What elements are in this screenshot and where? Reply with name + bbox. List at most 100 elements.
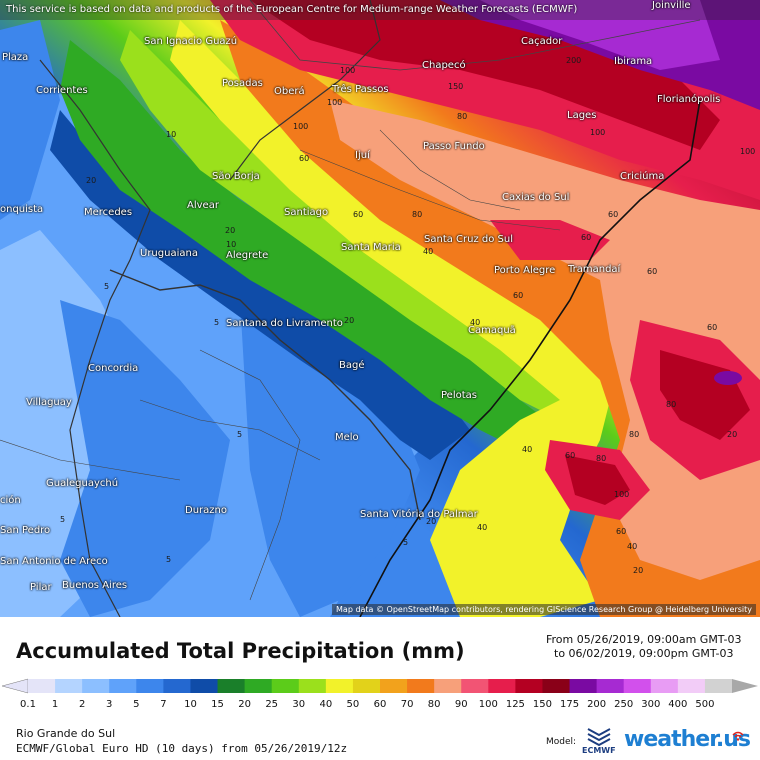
legend-tick-label: 400 <box>668 699 687 710</box>
city-label: Santa Cruz do Sul <box>424 234 514 245</box>
contour-label: 60 <box>513 291 524 300</box>
legend-tick-label: 125 <box>506 699 525 710</box>
legend-swatch <box>407 679 435 693</box>
legend-tick-label: 20 <box>238 699 251 710</box>
legend-swatch <box>352 679 381 693</box>
contour-label: 80 <box>666 400 677 409</box>
model-label: Model: <box>546 737 577 747</box>
city-label: São Borja <box>212 171 260 182</box>
contour-label: 10 <box>166 130 177 139</box>
contour-label: 60 <box>565 451 576 460</box>
contour-label: 80 <box>596 454 607 463</box>
legend-footer: Accumulated Total Precipitation (mm) Fro… <box>0 617 760 760</box>
city-label: Passo Fundo <box>423 141 485 152</box>
contour-label: 60 <box>581 233 592 242</box>
city-label: Plaza <box>2 52 29 63</box>
city-label: Tramandaí <box>568 264 621 275</box>
legend-tick-label: 80 <box>428 699 441 710</box>
legend-tick-label: 25 <box>265 699 278 710</box>
contour-label: 20 <box>727 430 738 439</box>
contour-label: 10 <box>226 240 237 249</box>
city-label: Pelotas <box>441 390 477 401</box>
city-label: Santana do Livramento <box>226 318 343 329</box>
legend-swatch <box>217 679 246 693</box>
precipitation-field <box>0 0 760 617</box>
city-label: Lages <box>567 110 597 121</box>
legend-tick-label: 200 <box>587 699 606 710</box>
city-label: Porto Alegre <box>494 265 556 276</box>
forecast-period: From 05/26/2019, 09:00am GMT-03 to 06/02… <box>546 633 756 661</box>
contour-label: 5 <box>166 555 172 564</box>
legend-swatch <box>704 679 733 693</box>
contour-label: 80 <box>629 430 640 439</box>
city-label: Santa Vitória do Palmar <box>360 509 478 520</box>
weather-us-logo[interactable]: weather.us <box>624 727 751 752</box>
city-label: Bagé <box>339 360 365 371</box>
city-label: San Ignacio Guazú <box>144 36 238 47</box>
legend-tick-label: 30 <box>292 699 305 710</box>
city-label: Três Passos <box>332 84 389 95</box>
color-scale-legend: 0.1 1 2 3 5 7 10 15 20 25 30 40 50 60 70 80 90 100 125 150 1… <box>1 678 758 710</box>
legend-swatch <box>271 679 300 693</box>
contour-label: 20 <box>225 226 236 235</box>
city-label: Durazno <box>185 505 227 516</box>
ecmwf-brand: ECMWF <box>582 746 616 755</box>
city-label: San Pedro <box>0 525 51 536</box>
city-label: Uruguaiana <box>140 248 198 259</box>
legend-swatch <box>488 679 516 693</box>
city-label: Oberá <box>274 86 305 97</box>
legend-swatch <box>677 679 706 693</box>
city-label: Ibirama <box>614 56 653 67</box>
contour-label: 5 <box>237 430 243 439</box>
legend-swatch <box>244 679 273 693</box>
legend-swatch <box>28 679 56 693</box>
period-from: From 05/26/2019, 09:00am GMT-03 <box>546 633 742 646</box>
city-label: Ijuí <box>355 150 370 161</box>
contour-label: 20 <box>86 176 97 185</box>
legend-swatch <box>461 679 489 693</box>
contour-label: 60 <box>608 210 619 219</box>
legend-tick-label: 60 <box>374 699 387 710</box>
city-label: Camaquã <box>468 325 516 336</box>
chart-title: Accumulated Total Precipitation (mm) <box>16 639 465 663</box>
contour-label: 60 <box>299 154 310 163</box>
legend-swatch <box>55 679 83 693</box>
legend-swatch <box>650 679 679 693</box>
contour-label: 80 <box>412 210 423 219</box>
legend-tick-label: 1 <box>52 699 58 710</box>
contour-label: 60 <box>707 323 718 332</box>
legend-tick-label: 5 <box>133 699 139 710</box>
contour-label: 80 <box>457 112 468 121</box>
ecmwf-notice: This service is based on data and produc… <box>6 4 578 15</box>
contour-label: 40 <box>522 445 533 454</box>
legend-tick-label: 300 <box>641 699 660 710</box>
city-label: Gualeguaychú <box>46 478 119 489</box>
legend-swatch <box>163 679 191 693</box>
legend-tick-label: 0.1 <box>20 699 36 710</box>
city-label: Pilar <box>30 582 52 593</box>
wifi-icon <box>732 731 744 741</box>
contour-label: 5 <box>60 515 66 524</box>
city-label: Caçador <box>521 36 563 47</box>
contour-label: 60 <box>647 267 658 276</box>
legend-tick-label: 50 <box>347 699 360 710</box>
city-label: Villaguay <box>26 397 72 408</box>
legend-swatch <box>596 679 625 693</box>
contour-label: 40 <box>423 247 434 256</box>
legend-swatch <box>136 679 164 693</box>
contour-label: 20 <box>633 566 644 575</box>
city-label: Florianópolis <box>657 94 721 105</box>
legend-swatch <box>623 679 652 693</box>
city-label: Posadas <box>222 78 263 89</box>
legend-swatch <box>569 679 598 693</box>
contour-label: 200 <box>566 56 582 65</box>
contour-label: 40 <box>477 523 488 532</box>
model-run: ECMWF/Global Euro HD (10 days) from 05/2… <box>16 742 348 755</box>
city-label: Joinville <box>652 0 691 11</box>
city-label: Alvear <box>187 200 219 211</box>
region-name: Rio Grande do Sul <box>16 727 116 740</box>
legend-arrow-right <box>732 679 758 693</box>
legend-swatch <box>380 679 408 693</box>
city-label: Buenos Aires <box>62 580 128 591</box>
city-label: Corrientes <box>36 85 88 96</box>
